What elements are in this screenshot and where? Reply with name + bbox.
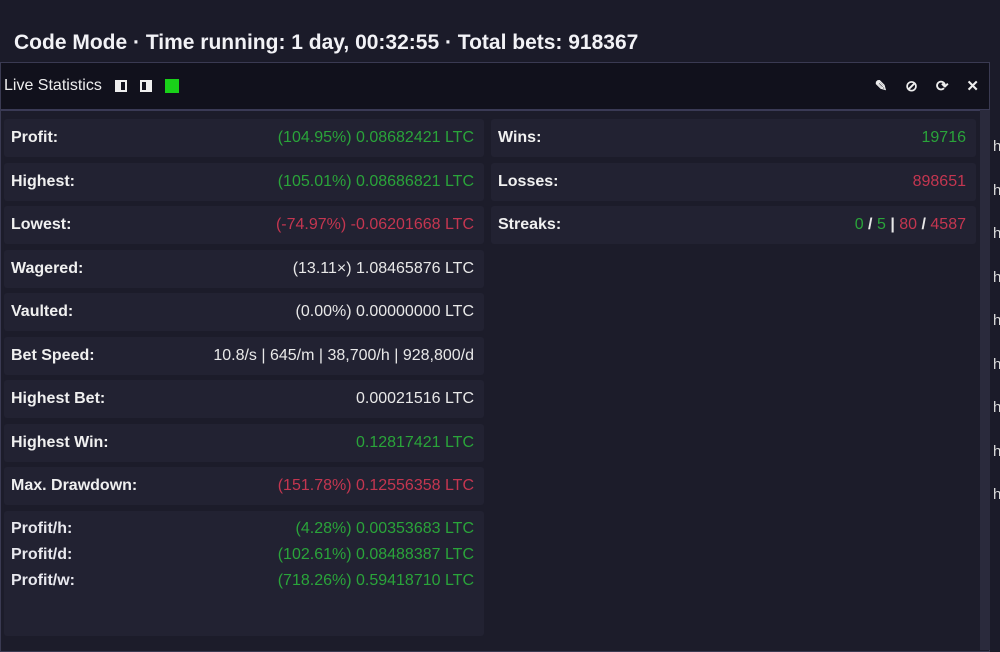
stat-row: Max. Drawdown: (151.78%) 0.12556358 LTC (4, 467, 484, 505)
panel-header[interactable]: Live Statistics ✎ ⊘ ⟳ ✕ (1, 63, 989, 111)
streak-value: 80 (899, 216, 918, 233)
stat-row: Profit: (104.95%) 0.08682421 LTC (4, 119, 484, 157)
stat-row: Highest Bet: 0.00021516 LTC (4, 380, 484, 418)
stat-value: (151.78%) 0.12556358 LTC (277, 477, 474, 494)
stat-label: Lowest: (11, 216, 72, 233)
background-panel-text: h (993, 138, 1000, 155)
separator: | (890, 216, 895, 233)
background-panel-text: h (993, 399, 1000, 416)
losses-value: 898651 (912, 172, 966, 190)
stat-value: 0.12817421 LTC (355, 433, 474, 451)
separator: / (921, 216, 926, 233)
stat-label: Highest: (11, 172, 75, 190)
stat-label: Losses: (498, 172, 559, 190)
left-stats-column: Profit: (104.95%) 0.08682421 LTC Highest: (… (4, 119, 484, 636)
stat-row-profit-w: Profit/w: (718.26%) 0.59418710 LTC (11, 572, 474, 598)
stat-label: Profit/w: (11, 571, 75, 589)
stat-value: (-74.97%) -0.06201668 LTC (275, 216, 474, 233)
stat-value: (105.01%) 0.08686821 LTC (277, 172, 474, 190)
stat-label: Max. Drawdown: (11, 477, 138, 494)
stat-value: 0.00021516 LTC (355, 390, 474, 407)
background-panel-text: h (993, 225, 1000, 242)
close-icon[interactable]: ✕ (966, 78, 979, 95)
background-panel-text: h (993, 268, 1000, 286)
layout-left-icon[interactable] (114, 80, 127, 92)
page-title: Code Mode · Time running: 1 day, 00:32:5… (14, 31, 639, 54)
stat-label: Wagered: (11, 259, 84, 277)
separator: / (868, 216, 873, 233)
hide-icon[interactable]: ⊘ (905, 78, 918, 95)
streak-value: 5 (876, 216, 886, 233)
background-panel-text: h (993, 442, 1000, 460)
stat-label: Profit/d: (11, 545, 73, 563)
background-panel-text: h (993, 486, 1000, 503)
stat-label: Highest Bet: (11, 390, 106, 407)
stat-row: Bet Speed: 10.8/s | 645/m | 38,700/h | 92… (4, 336, 484, 375)
stat-value: (4.28%) 0.00353683 LTC (295, 519, 474, 537)
stat-row: Highest: (105.01%) 0.08686821 LTC (4, 162, 484, 201)
profit-rates-block: Profit/h: (4.28%) 0.00353683 LTC Profit/d… (4, 510, 484, 636)
stat-row-profit-h: Profit/h: (4.28%) 0.00353683 LTC (11, 520, 474, 546)
layout-right-icon[interactable] (139, 80, 152, 92)
stat-value: (13.11×) 1.08465876 LTC (292, 259, 474, 277)
live-statistics-panel: Live Statistics ✎ ⊘ ⟳ ✕ Profit: (104.95%)… (0, 62, 990, 652)
stat-row: Lowest: (-74.97%) -0.06201668 LTC (4, 206, 484, 244)
stat-label: Profit: (11, 129, 59, 146)
background-panel-text: h (993, 181, 1000, 199)
stat-row-wins: Wins: 19716 (491, 119, 976, 157)
stat-value: 10.8/s | 645/m | 38,700/h | 928,800/d (213, 346, 474, 364)
stat-row: Vaulted: (0.00%) 0.00000000 LTC (4, 293, 484, 331)
stat-row-profit-d: Profit/d: (102.61%) 0.08488387 LTC (11, 546, 474, 572)
stat-label: Bet Speed: (11, 346, 95, 364)
streak-value: 4587 (930, 216, 966, 233)
stat-value: (102.61%) 0.08488387 LTC (277, 545, 474, 563)
green-status-square-icon[interactable] (164, 79, 179, 93)
scrollbar[interactable] (980, 110, 990, 650)
stat-label: Vaulted: (11, 303, 74, 320)
background-panel-text: h (993, 355, 1000, 373)
stat-row: Wagered: (13.11×) 1.08465876 LTC (4, 249, 484, 288)
stat-row-streaks: Streaks: 0 / 5 | 80 / 4587 (491, 206, 976, 244)
stat-row-losses: Losses: 898651 (491, 162, 976, 201)
background-panel-text: h (993, 312, 1000, 329)
stat-value: (104.95%) 0.08682421 LTC (277, 129, 474, 146)
stat-label: Streaks: (498, 216, 562, 233)
stat-value: (718.26%) 0.59418710 LTC (277, 571, 474, 589)
refresh-icon[interactable]: ⟳ (935, 78, 949, 95)
panel-title: Live Statistics (4, 77, 102, 94)
wins-value: 19716 (921, 129, 967, 146)
stat-value: (0.00%) 0.00000000 LTC (295, 303, 474, 320)
streak-value: 0 (854, 216, 864, 233)
edit-icon[interactable]: ✎ (874, 78, 888, 95)
stat-label: Profit/h: (11, 519, 73, 537)
stat-row: Highest Win: 0.12817421 LTC (4, 423, 484, 462)
right-stats-column: Wins: 19716 Losses: 898651 Streaks: 0 / 5 … (491, 119, 976, 250)
stat-label: Highest Win: (11, 433, 109, 451)
stat-label: Wins: (498, 129, 542, 146)
streaks-value: 0 / 5 | 80 / 4587 (855, 216, 966, 234)
